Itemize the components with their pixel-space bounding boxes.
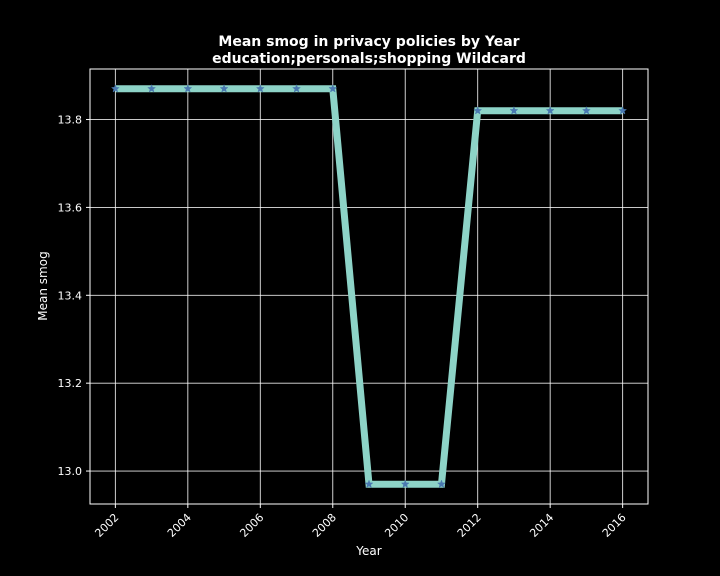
data-point (400, 479, 410, 489)
data-point (147, 84, 157, 93)
grid (90, 69, 648, 504)
data-point (219, 84, 229, 93)
x-tick-label: 2014 (527, 511, 556, 540)
y-axis-label: Mean smog (36, 251, 50, 320)
chart-subtitle: education;personals;shopping Wildcard (212, 51, 526, 67)
data-point (328, 84, 338, 93)
data-point (436, 479, 446, 489)
data-point (292, 84, 302, 93)
marker-layer (110, 84, 628, 489)
x-tick-label: 2016 (600, 511, 629, 540)
series-layer (115, 85, 623, 488)
x-tick-label: 2012 (455, 511, 484, 540)
data-point (183, 84, 193, 93)
x-tick-label: 2010 (382, 511, 411, 540)
y-tick-label: 13.6 (58, 201, 83, 214)
data-point (364, 479, 374, 489)
y-tick-label: 13.0 (58, 465, 83, 478)
y-tick-label: 13.4 (58, 289, 83, 302)
data-point (618, 106, 628, 115)
x-axis-label: Year (355, 544, 381, 558)
series-line (115, 85, 623, 488)
x-tick-label: 2002 (92, 511, 121, 540)
data-point (110, 84, 120, 93)
data-point (581, 106, 591, 115)
data-point (255, 84, 265, 93)
y-tick-label: 13.2 (58, 377, 83, 390)
data-point (473, 106, 483, 115)
x-tick-label: 2004 (165, 511, 194, 540)
data-point (545, 106, 555, 115)
chart-title: Mean smog in privacy policies by Year (218, 34, 519, 50)
x-tick-label: 2006 (237, 511, 266, 540)
plot-frame (89, 68, 649, 505)
data-point (509, 106, 519, 115)
y-tick-label: 13.8 (58, 114, 83, 127)
x-tick-label: 2008 (310, 511, 339, 540)
